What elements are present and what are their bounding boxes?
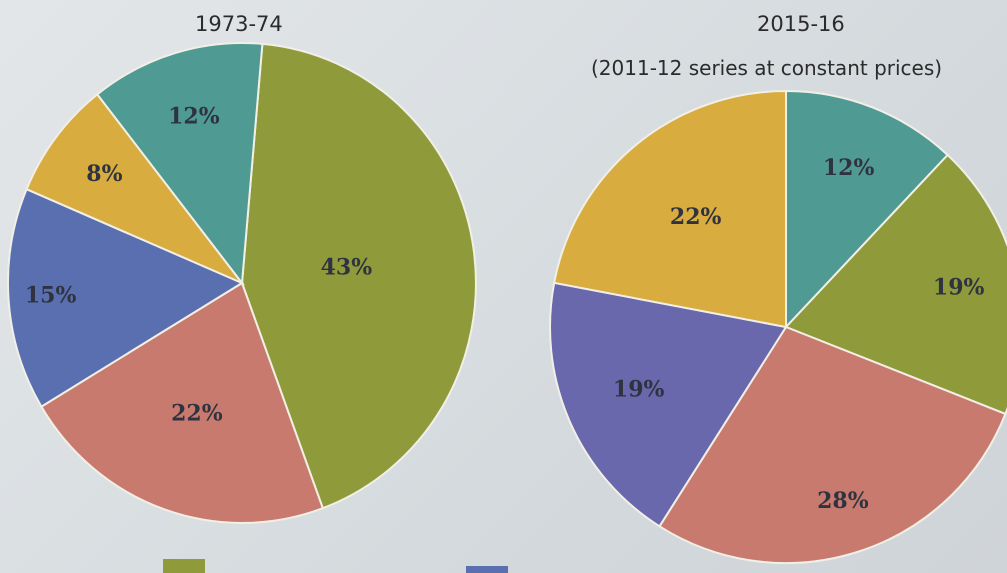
pie-2015-16-slice-label-1: 19% <box>933 274 985 300</box>
pie-title-2015-16: 2015-16 <box>757 12 845 36</box>
pie-2015-16-slice-1 <box>784 153 1007 416</box>
pie-1973-74-slice-label-3: 8% <box>86 161 122 187</box>
pie-2015-16-slice-2 <box>658 325 1007 564</box>
legend-swatch-green <box>163 559 205 573</box>
pie-2015-16-slice-4 <box>553 89 787 329</box>
pie-2015-16-slice-3 <box>549 281 788 528</box>
pie-subtitle-2015-16: (2011-12 series at constant prices) <box>591 56 943 80</box>
pie-title-1973-74: 1973-74 <box>195 12 283 36</box>
pie-2015-16-slice-label-4: 22% <box>670 204 722 230</box>
pie-1973-74-slice-3 <box>25 92 246 286</box>
pie-1973-74-slice-label-4: 12% <box>168 103 220 129</box>
pie-1973-74-slice-label-0: 43% <box>321 255 373 281</box>
pie-1973-74-slice-0 <box>240 42 477 510</box>
pie-2015-16-slice-label-0: 12% <box>823 155 875 181</box>
pie-2015-16-slice-label-3: 19% <box>613 377 665 403</box>
pie-2015-16-slice-0 <box>785 89 950 330</box>
pie-2015-16-slice-label-2: 28% <box>817 488 869 514</box>
pie-1973-74-slice-label-1: 22% <box>171 400 223 426</box>
legend-swatch-blue <box>466 566 508 573</box>
pie-1973-74-slice-2 <box>7 187 245 408</box>
pie-1973-74-slice-4 <box>95 42 264 286</box>
pie-1973-74-slice-label-2: 15% <box>25 283 77 309</box>
pie-1973-74-slice-1 <box>40 281 325 524</box>
